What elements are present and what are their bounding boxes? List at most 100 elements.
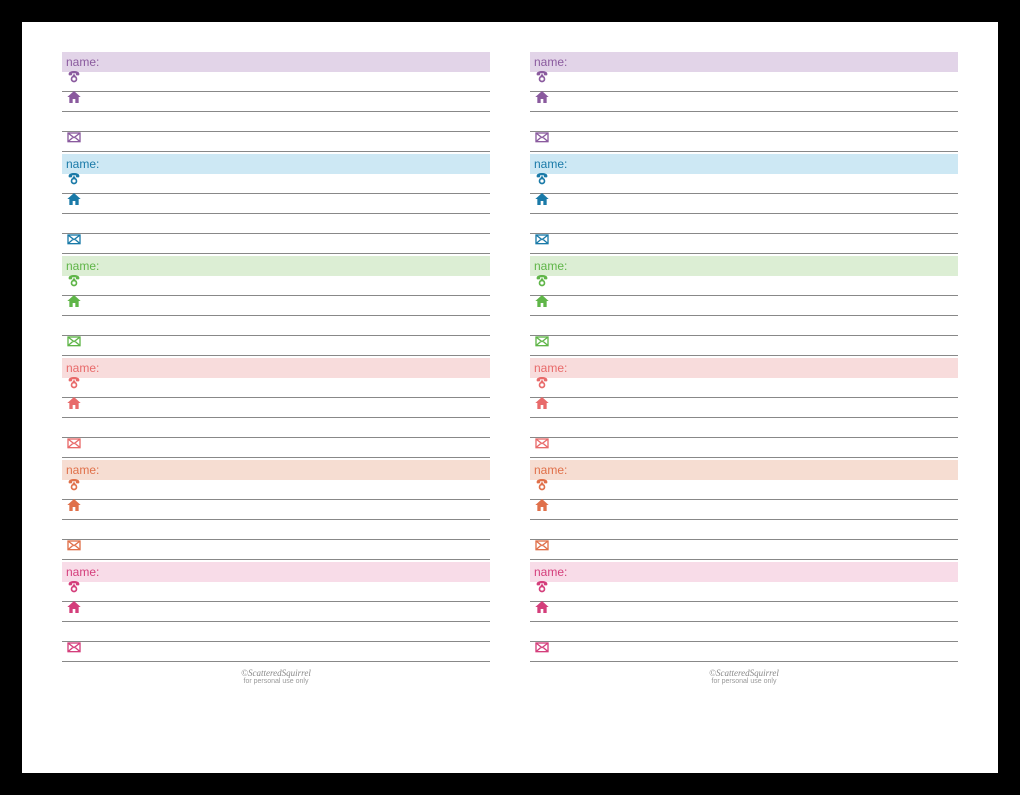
address-field[interactable]: [62, 92, 490, 112]
address-field[interactable]: [530, 92, 958, 112]
contact-entry: name:: [530, 52, 958, 152]
phone-icon: [66, 171, 82, 193]
contact-entry: name:: [530, 562, 958, 662]
name-label: name:: [534, 157, 567, 171]
mail-icon: [534, 537, 550, 559]
address-field[interactable]: [530, 500, 958, 520]
mail-icon: [66, 129, 82, 151]
address-line-2[interactable]: [62, 316, 490, 336]
email-field[interactable]: [530, 642, 958, 662]
phone-field[interactable]: [530, 378, 958, 398]
home-icon: [66, 497, 82, 519]
address-field[interactable]: [530, 602, 958, 622]
address-line-2[interactable]: [62, 418, 490, 438]
email-field[interactable]: [62, 336, 490, 356]
mail-icon: [534, 231, 550, 253]
name-label: name:: [66, 565, 99, 579]
email-field[interactable]: [530, 540, 958, 560]
address-line-2[interactable]: [530, 316, 958, 336]
address-field[interactable]: [530, 296, 958, 316]
address-field[interactable]: [62, 602, 490, 622]
phone-icon: [534, 579, 550, 601]
address-line-2[interactable]: [530, 112, 958, 132]
address-line-2[interactable]: [62, 112, 490, 132]
name-field[interactable]: name:: [530, 154, 958, 174]
address-line-2[interactable]: [530, 214, 958, 234]
name-label: name:: [66, 55, 99, 69]
phone-field[interactable]: [530, 480, 958, 500]
name-label: name:: [534, 565, 567, 579]
home-icon: [66, 89, 82, 111]
phone-icon: [66, 477, 82, 499]
home-icon: [534, 395, 550, 417]
address-line-2[interactable]: [530, 418, 958, 438]
phone-field[interactable]: [62, 582, 490, 602]
mail-icon: [534, 435, 550, 457]
name-field[interactable]: name:: [530, 52, 958, 72]
email-field[interactable]: [62, 642, 490, 662]
email-field[interactable]: [530, 438, 958, 458]
address-line-2[interactable]: [62, 214, 490, 234]
phone-field[interactable]: [62, 378, 490, 398]
mail-icon: [66, 333, 82, 355]
name-field[interactable]: name:: [62, 52, 490, 72]
address-field[interactable]: [62, 194, 490, 214]
name-field[interactable]: name:: [530, 358, 958, 378]
phone-icon: [66, 69, 82, 91]
phone-field[interactable]: [62, 72, 490, 92]
address-field[interactable]: [62, 296, 490, 316]
mail-icon: [534, 129, 550, 151]
phone-field[interactable]: [530, 582, 958, 602]
name-field[interactable]: name:: [62, 256, 490, 276]
name-label: name:: [66, 157, 99, 171]
footer-credit: ©ScatteredSquirrelfor personal use only: [62, 668, 490, 685]
email-field[interactable]: [62, 540, 490, 560]
email-field[interactable]: [62, 438, 490, 458]
phone-field[interactable]: [530, 72, 958, 92]
email-field[interactable]: [530, 132, 958, 152]
home-icon: [66, 599, 82, 621]
address-field[interactable]: [530, 398, 958, 418]
address-line-2[interactable]: [530, 622, 958, 642]
email-field[interactable]: [62, 132, 490, 152]
address-line-2[interactable]: [62, 622, 490, 642]
mail-icon: [534, 639, 550, 661]
phone-icon: [534, 375, 550, 397]
name-field[interactable]: name:: [530, 562, 958, 582]
name-field[interactable]: name:: [62, 562, 490, 582]
phone-field[interactable]: [530, 174, 958, 194]
phone-field[interactable]: [530, 276, 958, 296]
phone-icon: [66, 375, 82, 397]
phone-field[interactable]: [62, 480, 490, 500]
address-line-2[interactable]: [62, 520, 490, 540]
name-label: name:: [66, 259, 99, 273]
address-field[interactable]: [62, 500, 490, 520]
name-label: name:: [534, 361, 567, 375]
name-field[interactable]: name:: [62, 358, 490, 378]
name-label: name:: [534, 55, 567, 69]
footer-usage: for personal use only: [530, 678, 958, 685]
phone-icon: [534, 171, 550, 193]
contact-entry: name:: [530, 154, 958, 254]
address-line-2[interactable]: [530, 520, 958, 540]
phone-field[interactable]: [62, 276, 490, 296]
phone-field[interactable]: [62, 174, 490, 194]
name-field[interactable]: name:: [530, 460, 958, 480]
name-field[interactable]: name:: [530, 256, 958, 276]
name-field[interactable]: name:: [62, 460, 490, 480]
address-field[interactable]: [62, 398, 490, 418]
phone-icon: [66, 273, 82, 295]
email-field[interactable]: [530, 336, 958, 356]
home-icon: [66, 191, 82, 213]
contact-entry: name:: [62, 52, 490, 152]
phone-icon: [534, 477, 550, 499]
name-field[interactable]: name:: [62, 154, 490, 174]
email-field[interactable]: [62, 234, 490, 254]
footer-credit: ©ScatteredSquirrelfor personal use only: [530, 668, 958, 685]
address-field[interactable]: [530, 194, 958, 214]
contact-entry: name:: [530, 358, 958, 458]
mail-icon: [534, 333, 550, 355]
phone-icon: [534, 273, 550, 295]
email-field[interactable]: [530, 234, 958, 254]
contact-entry: name:: [62, 358, 490, 458]
